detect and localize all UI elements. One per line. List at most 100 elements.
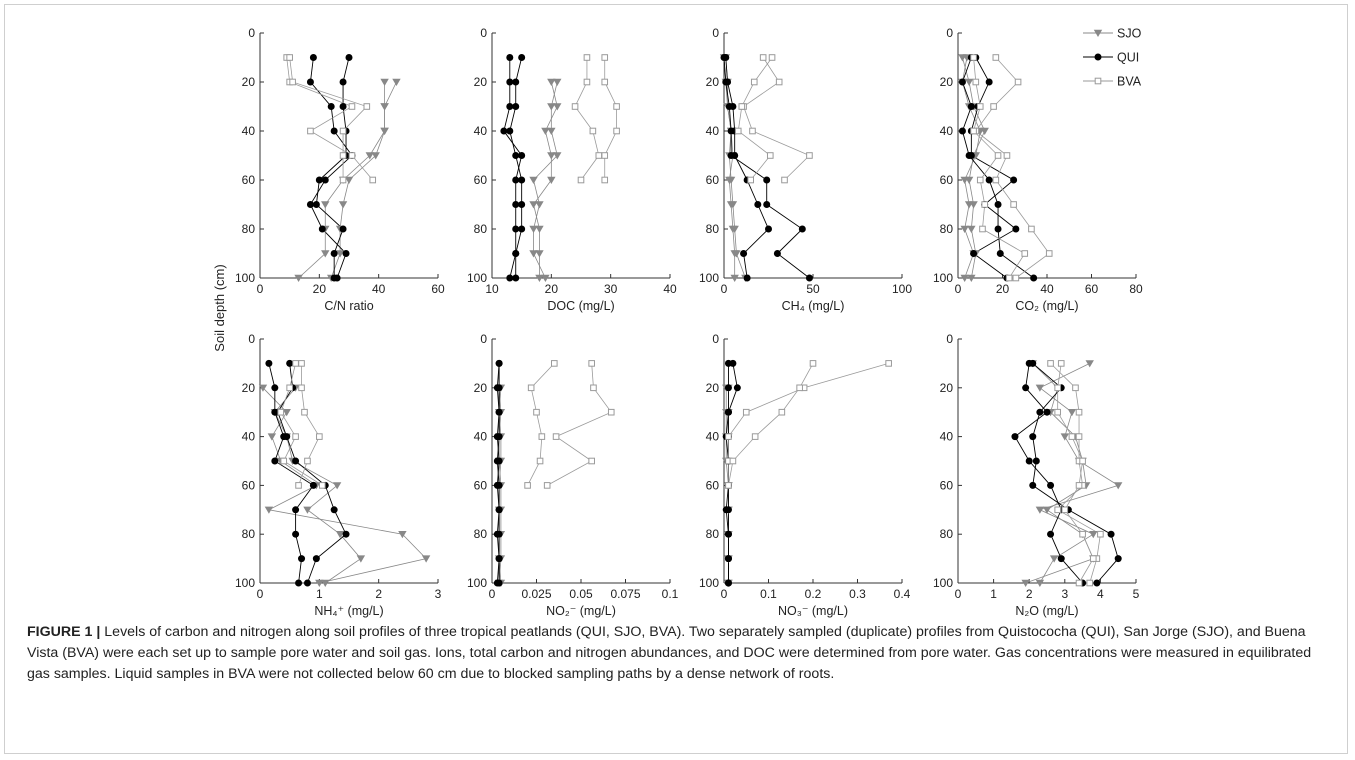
data-point-bva [1054,408,1061,416]
data-point-qui [798,225,806,233]
data-point-bva [972,78,980,86]
data-point-qui [309,54,317,61]
data-point-sjo [1035,506,1045,514]
data-point-sjo [553,152,562,160]
series-line-bva [973,57,1026,279]
x-tick-label: 40 [663,282,677,296]
data-point-qui [345,54,353,61]
data-point-bva [304,457,311,465]
data-point-qui [493,530,501,538]
data-point-qui [1029,481,1037,489]
y-tick-label: 40 [474,430,488,444]
data-point-qui [271,457,279,465]
data-point-qui [1093,579,1101,587]
data-point-qui [512,103,520,110]
x-axis-label: CO₂ (mg/L) [1015,299,1078,313]
data-point-sjo [960,274,969,282]
data-point-bva [348,103,356,110]
legend-marker-qui [1094,53,1102,61]
data-point-sjo [1035,384,1045,392]
data-point-qui [312,555,320,563]
data-point-qui [506,54,514,61]
data-point-qui [506,127,514,135]
x-tick-label: 0 [489,587,496,601]
data-point-sjo [267,433,277,441]
data-point-bva [339,176,347,184]
data-point-bva [590,384,597,392]
y-tick-label: 100 [235,576,255,590]
data-point-sjo [344,176,354,184]
data-point-sjo [1021,579,1030,587]
data-point-qui [1057,555,1065,563]
data-point-bva [976,103,984,110]
data-point-bva [806,152,813,159]
x-tick-label: 4 [1097,587,1104,601]
data-point-bva [307,127,314,135]
data-point-bva [613,103,620,110]
data-point-bva [348,152,356,159]
series-line-bva [1057,363,1094,584]
data-point-bva [286,54,293,61]
series-line-qui [315,57,350,278]
data-point-qui [1047,481,1055,489]
x-tick-label: 1 [316,587,323,601]
y-tick-label: 60 [706,173,720,187]
data-point-qui [727,127,735,135]
data-point-bva [588,360,595,367]
series-line-bva [574,57,600,181]
data-point-qui [722,78,730,86]
y-tick-label: 100 [467,576,487,590]
data-point-bva [298,360,305,367]
legend-label: QUI [1117,51,1139,65]
data-point-qui [493,433,501,441]
x-tick-label: 80 [1129,282,1143,296]
x-tick-label: 50 [806,282,820,296]
data-point-sjo [1042,506,1052,514]
data-point-sjo [258,384,268,392]
data-point-sjo [392,78,401,86]
figure-caption: FIGURE 1 | Levels of carbon and nitrogen… [27,622,1327,685]
series-line-qui [725,57,770,279]
data-point-qui [495,506,503,514]
data-point-qui [1010,176,1018,184]
x-tick-label: 60 [1085,282,1099,296]
data-point-bva [1014,78,1022,86]
data-point-sjo [535,225,544,233]
y-tick-label: 60 [474,173,488,187]
series-line-bva [975,57,1050,279]
data-point-bva [538,433,546,440]
data-point-qui [720,54,728,61]
data-point-qui [339,103,347,110]
data-point-bva [1086,579,1094,587]
x-tick-label: 60 [431,282,445,296]
data-point-sjo [730,250,739,258]
data-point-bva [976,176,984,184]
data-point-sjo [728,225,738,233]
data-point-qui [292,530,300,538]
data-point-qui [298,555,306,563]
data-point-bva [1097,530,1104,538]
x-tick-label: 0 [955,282,962,296]
series-line-bva [527,363,555,486]
data-point-qui [1030,274,1038,282]
data-point-sjo [321,579,330,587]
data-point-qui [495,555,503,563]
y-tick-label: 60 [242,478,256,492]
x-tick-label: 30 [604,282,618,296]
data-point-qui [725,103,733,110]
data-point-qui [321,176,329,184]
data-point-sjo [398,531,407,539]
data-point-bva [601,54,609,61]
data-point-qui [1029,359,1037,367]
x-axis-label: C/N ratio [324,299,373,313]
y-tick-label: 40 [940,124,954,138]
x-tick-label: 0.075 [610,587,640,601]
data-point-qui [303,579,311,587]
data-point-sjo [294,274,303,282]
legend-marker-sjo [1093,29,1103,37]
data-point-sjo [960,176,969,184]
